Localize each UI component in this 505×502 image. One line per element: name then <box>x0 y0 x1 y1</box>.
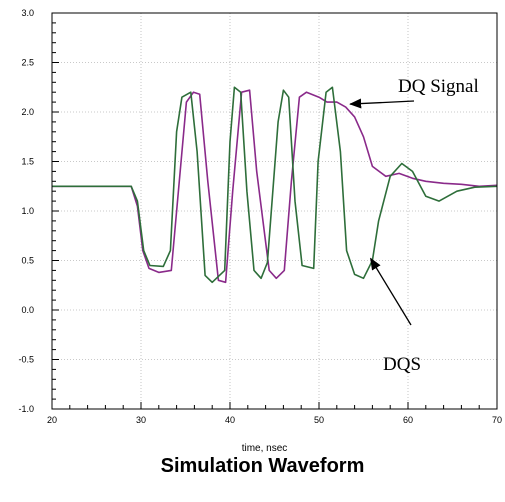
annotation-dqs: DQS <box>383 354 421 375</box>
y-tick-label: 2.5 <box>21 58 34 68</box>
x-axis-label: time, nsec <box>242 443 288 454</box>
x-tick-label: 30 <box>136 415 146 425</box>
x-tick-label: 60 <box>403 415 413 425</box>
grid <box>52 13 497 409</box>
series-line-dq-signal <box>52 89 498 284</box>
x-tick-label: 70 <box>492 415 502 425</box>
y-tick-label: 2.0 <box>21 107 34 117</box>
chart-title: Simulation Waveform <box>161 455 365 477</box>
annotation-arrow-dq-signal <box>349 98 415 109</box>
x-tick-label: 20 <box>47 415 57 425</box>
x-tick-label: 40 <box>225 415 235 425</box>
annotation-dq-signal: DQ Signal <box>398 76 479 97</box>
ticks: 20 30 40 50 60 70 -1.0 -0.5 0.0 0.5 1.0 1.5 2.0 2.5 3.… <box>18 8 502 425</box>
x-tick-label: 50 <box>314 415 324 425</box>
annotation-arrow-dqs <box>370 257 412 326</box>
y-tick-label: 1.5 <box>21 157 34 167</box>
annotations: DQ Signal DQS <box>349 76 479 375</box>
y-tick-label: 0.0 <box>21 305 34 315</box>
y-tick-label: 1.0 <box>21 206 34 216</box>
y-tick-label: 3.0 <box>21 8 34 18</box>
y-tick-label: -0.5 <box>18 355 34 365</box>
series-layer <box>52 86 498 284</box>
y-tick-label: -1.0 <box>18 404 34 414</box>
series-line-dqs <box>52 86 498 284</box>
y-tick-label: 0.5 <box>21 256 34 266</box>
